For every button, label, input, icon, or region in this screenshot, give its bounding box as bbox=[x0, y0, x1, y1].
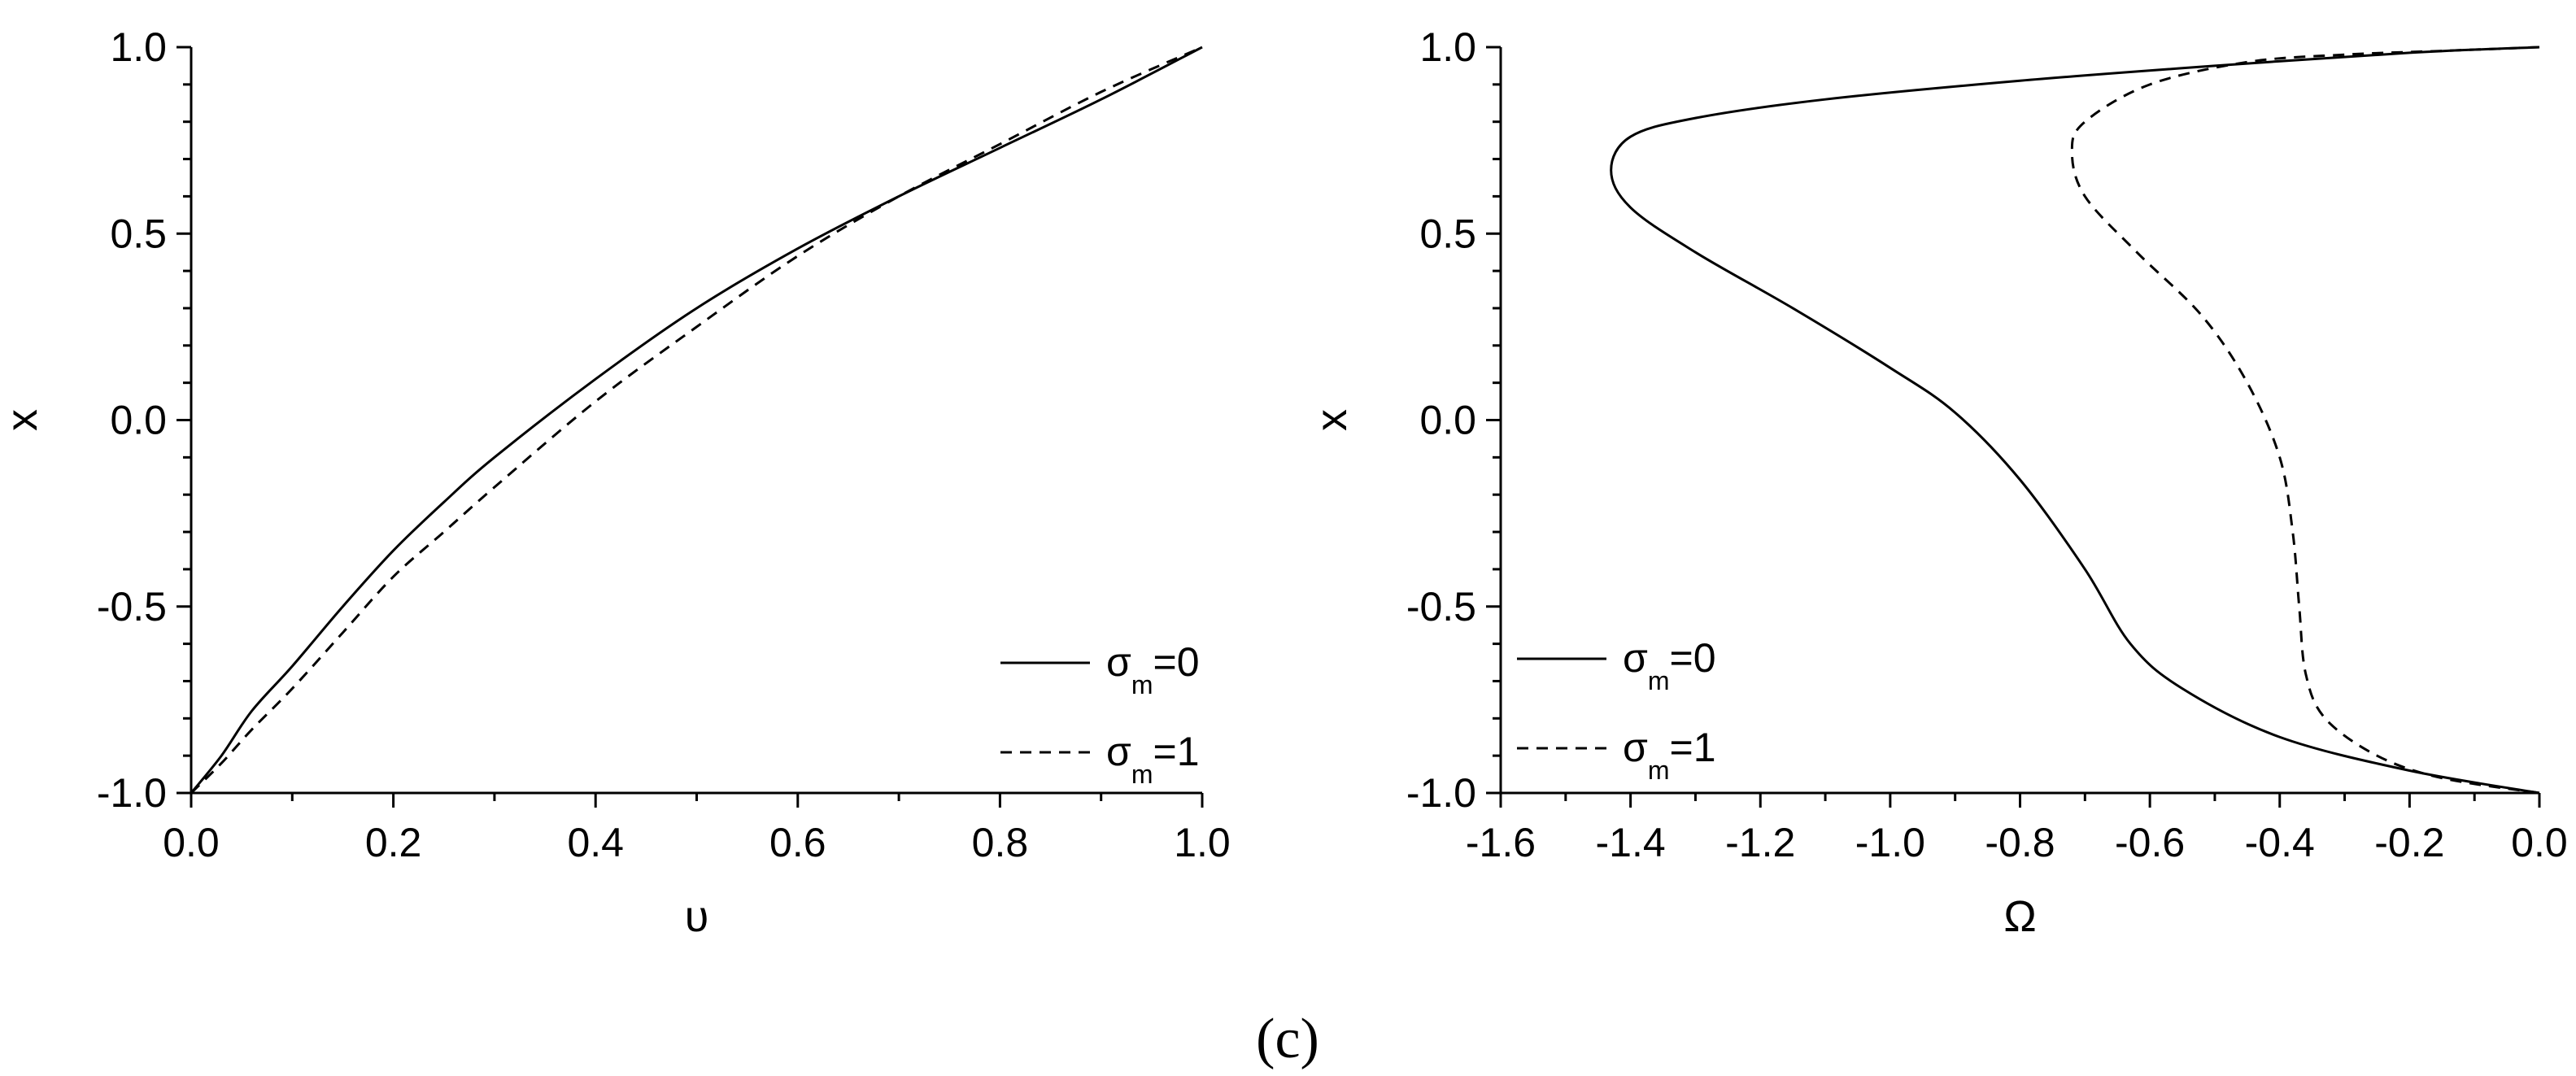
x-tick-label: 0.0 bbox=[2511, 820, 2568, 865]
y-axis-title: x bbox=[0, 409, 46, 431]
y-tick-label: 0.5 bbox=[110, 211, 167, 256]
left-chart: 0.0 0.2 0.4 0.6 0.8 1.0 -1.0 -0.5 0.0 0.5 1.0 υ x σm=… bbox=[0, 24, 1231, 941]
x-axis-title: υ bbox=[685, 892, 709, 941]
series-line-0 bbox=[1610, 46, 2540, 795]
legend-label: σm=0 bbox=[1106, 639, 1200, 699]
x-tick-label: -1.6 bbox=[1466, 820, 1536, 865]
y-tick-label: 1.0 bbox=[110, 24, 167, 70]
y-tick-label: -1.0 bbox=[1406, 770, 1476, 816]
series-line-0 bbox=[190, 46, 1203, 794]
y-tick-label: 0.5 bbox=[1419, 211, 1476, 256]
x-tick-label: -1.4 bbox=[1596, 820, 1666, 865]
figure-label: (c) bbox=[1256, 1008, 1319, 1070]
x-tick-label: 0.2 bbox=[365, 820, 422, 865]
x-tick-label: 0.4 bbox=[567, 820, 624, 865]
y-tick-label: -0.5 bbox=[97, 584, 167, 629]
x-tick-label: -1.0 bbox=[1855, 820, 1925, 865]
y-tick-label: 0.0 bbox=[1419, 398, 1476, 443]
y-tick-label: 0.0 bbox=[110, 398, 167, 443]
legend-label: σm=1 bbox=[1623, 725, 1716, 785]
x-tick-label: 0.0 bbox=[163, 820, 220, 865]
x-tick-label: -0.2 bbox=[2374, 820, 2444, 865]
x-tick-label: -0.6 bbox=[2115, 820, 2185, 865]
series-line-1 bbox=[2070, 46, 2540, 795]
y-axis-title: x bbox=[1307, 409, 1356, 431]
legend-label: σm=0 bbox=[1623, 635, 1716, 695]
x-axis-title: Ω bbox=[2003, 892, 2036, 941]
x-tick-label: 0.6 bbox=[769, 820, 826, 865]
x-tick-label: 0.8 bbox=[972, 820, 1029, 865]
series-line-1 bbox=[190, 46, 1203, 795]
legend-label: σm=1 bbox=[1106, 729, 1200, 789]
y-tick-label: -0.5 bbox=[1406, 584, 1476, 629]
x-tick-label: -0.4 bbox=[2245, 820, 2315, 865]
right-chart: -1.6 -1.4 -1.2 -1.0 -0.8 -0.6 -0.4 -0.2 0.0 -1.0 -… bbox=[1307, 24, 2568, 941]
x-tick-label: 1.0 bbox=[1174, 820, 1231, 865]
x-tick-label: -1.2 bbox=[1725, 820, 1795, 865]
x-tick-label: -0.8 bbox=[1985, 820, 2055, 865]
y-tick-label: -1.0 bbox=[97, 770, 167, 816]
y-tick-label: 1.0 bbox=[1419, 24, 1476, 70]
